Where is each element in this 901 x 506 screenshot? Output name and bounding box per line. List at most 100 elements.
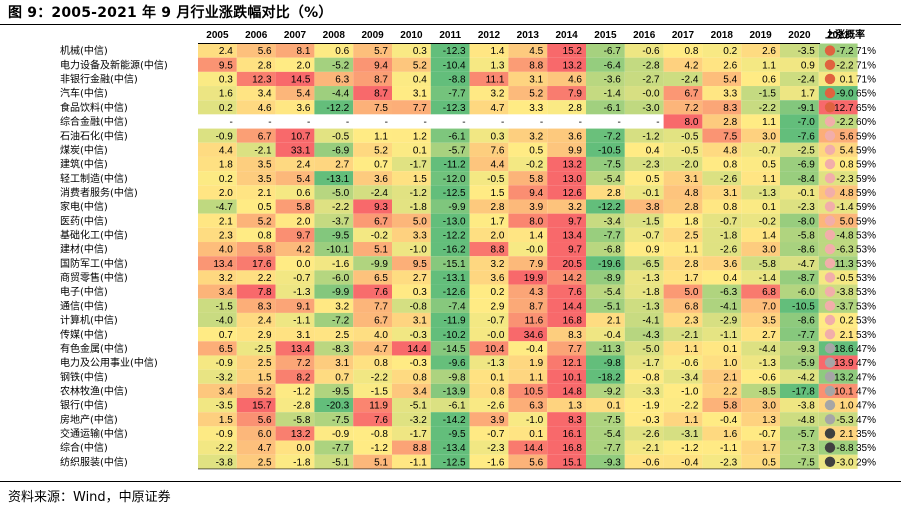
- probability-value: 59%: [856, 160, 876, 171]
- heatmap-cell: [780, 86, 819, 101]
- heatmap-cell: [624, 86, 664, 101]
- heatmap-cell: [547, 398, 586, 413]
- cell-value: -: [579, 117, 582, 128]
- heatmap-cell: [663, 256, 703, 271]
- cell-value: -18.2: [598, 372, 621, 383]
- cell-value: 4.6: [258, 103, 272, 114]
- cell-value: -0.7: [487, 316, 505, 327]
- heatmap-cell: [508, 128, 548, 143]
- row-label: 房地产(中信): [60, 413, 118, 426]
- row-label: 建材(中信): [60, 243, 108, 256]
- cell-value: 6.8: [762, 287, 776, 298]
- heatmap-cell: [469, 242, 509, 257]
- heatmap-cell: [702, 142, 742, 157]
- cell-value: 2.0: [219, 188, 233, 199]
- cell-value: 2.0: [296, 216, 310, 227]
- heatmap-cell: [624, 128, 664, 143]
- heatmap-cell: [586, 412, 625, 427]
- cell-value: -4.1: [720, 301, 738, 312]
- cell-value: 0.2: [840, 316, 854, 327]
- heatmap-cell: [430, 100, 470, 115]
- probability-value: 47%: [856, 387, 876, 398]
- heatmap-cell: [198, 312, 237, 328]
- column-header: 2021: [827, 30, 850, 41]
- cell-value: 3.6: [568, 131, 582, 142]
- heatmap-cell: [741, 199, 780, 214]
- heatmap-cell: [275, 185, 315, 200]
- cell-value: 4.7: [258, 443, 272, 454]
- heatmap-cell: [353, 185, 392, 200]
- heatmap-cell: [508, 270, 548, 285]
- heatmap-cell: [469, 100, 509, 115]
- heatmap-cell: [275, 412, 315, 427]
- cell-value: -9.6: [448, 358, 466, 369]
- heatmap-cell: [353, 298, 392, 313]
- heatmap-cell: [586, 256, 625, 271]
- cell-value: 6.7: [374, 316, 388, 327]
- heatmap-cell: [353, 213, 392, 228]
- cell-value: -8.9: [604, 273, 622, 284]
- heatmap-cell: [702, 171, 742, 186]
- cell-value: -9.8: [448, 372, 466, 383]
- heatmap-cell: [586, 128, 625, 143]
- cell-value: 5.0: [684, 287, 698, 298]
- probability-dot: [824, 371, 836, 382]
- heatmap-cell: [353, 100, 392, 115]
- cell-value: -4.1: [642, 316, 660, 327]
- cell-value: 13.0: [563, 174, 583, 185]
- heatmap-cell: [314, 440, 354, 455]
- heatmap-cell: [469, 454, 509, 469]
- cell-value: -4.2: [798, 372, 816, 383]
- cell-value: 0.1: [490, 372, 504, 383]
- cell-value: 0.8: [840, 160, 854, 171]
- cell-value: -5.1: [604, 301, 622, 312]
- cell-value: -9.9: [332, 287, 350, 298]
- heatmap-cell: [314, 171, 354, 186]
- heatmap-cell: [624, 227, 664, 243]
- cell-value: -1.5: [216, 301, 234, 312]
- row-label: 建筑(中信): [60, 158, 108, 171]
- cell-value: 9.1: [296, 301, 310, 312]
- cell-value: 3.6: [723, 259, 737, 270]
- heatmap-cell: [314, 355, 354, 370]
- cell-value: 0.1: [607, 401, 621, 412]
- cell-value: 5.2: [529, 89, 543, 100]
- cell-value: -2.6: [642, 429, 660, 440]
- cell-value: -0.1: [798, 188, 816, 199]
- heatmap-cell: [547, 71, 586, 87]
- heatmap-cell: [780, 341, 819, 356]
- cell-value: 0.5: [646, 174, 660, 185]
- heatmap-cell: [275, 312, 315, 328]
- heatmap-cell: [353, 284, 392, 299]
- cell-value: -0.7: [642, 231, 660, 242]
- cell-value: 9.5: [219, 60, 233, 71]
- heatmap-cell: [198, 256, 237, 271]
- cell-value: 8.8: [490, 245, 504, 256]
- cell-value: 4.0: [374, 330, 388, 341]
- cell-value: -0.6: [642, 46, 660, 57]
- probability-value: 53%: [856, 316, 876, 327]
- heatmap-cell: [508, 355, 548, 370]
- heatmap-cell: [663, 185, 703, 200]
- cell-value: 5.8: [296, 202, 310, 213]
- probability-value: 60%: [856, 117, 876, 128]
- cell-value: 12.1: [563, 358, 583, 369]
- cell-value: -8.7: [798, 273, 816, 284]
- column-header: 2007: [284, 30, 307, 41]
- row-label: 消费者服务(中信): [60, 186, 138, 199]
- heatmap-cell: [702, 327, 742, 342]
- cell-value: -7.2: [332, 316, 350, 327]
- cell-value: -: [501, 117, 504, 128]
- cell-value: -13.1: [326, 174, 349, 185]
- heatmap-cell: [780, 171, 819, 186]
- cell-value: -9.5: [332, 387, 350, 398]
- cell-value: 12.7: [834, 103, 854, 114]
- cell-value: 13.4: [563, 231, 583, 242]
- heatmap-cell: [780, 71, 819, 87]
- cell-value: 2.9: [490, 301, 504, 312]
- row-label: 通信(中信): [60, 299, 108, 312]
- cell-value: 3.3: [413, 231, 427, 242]
- heatmap-cell: [702, 298, 742, 313]
- column-header: 2019: [749, 30, 772, 41]
- heatmap-cell: [236, 298, 276, 313]
